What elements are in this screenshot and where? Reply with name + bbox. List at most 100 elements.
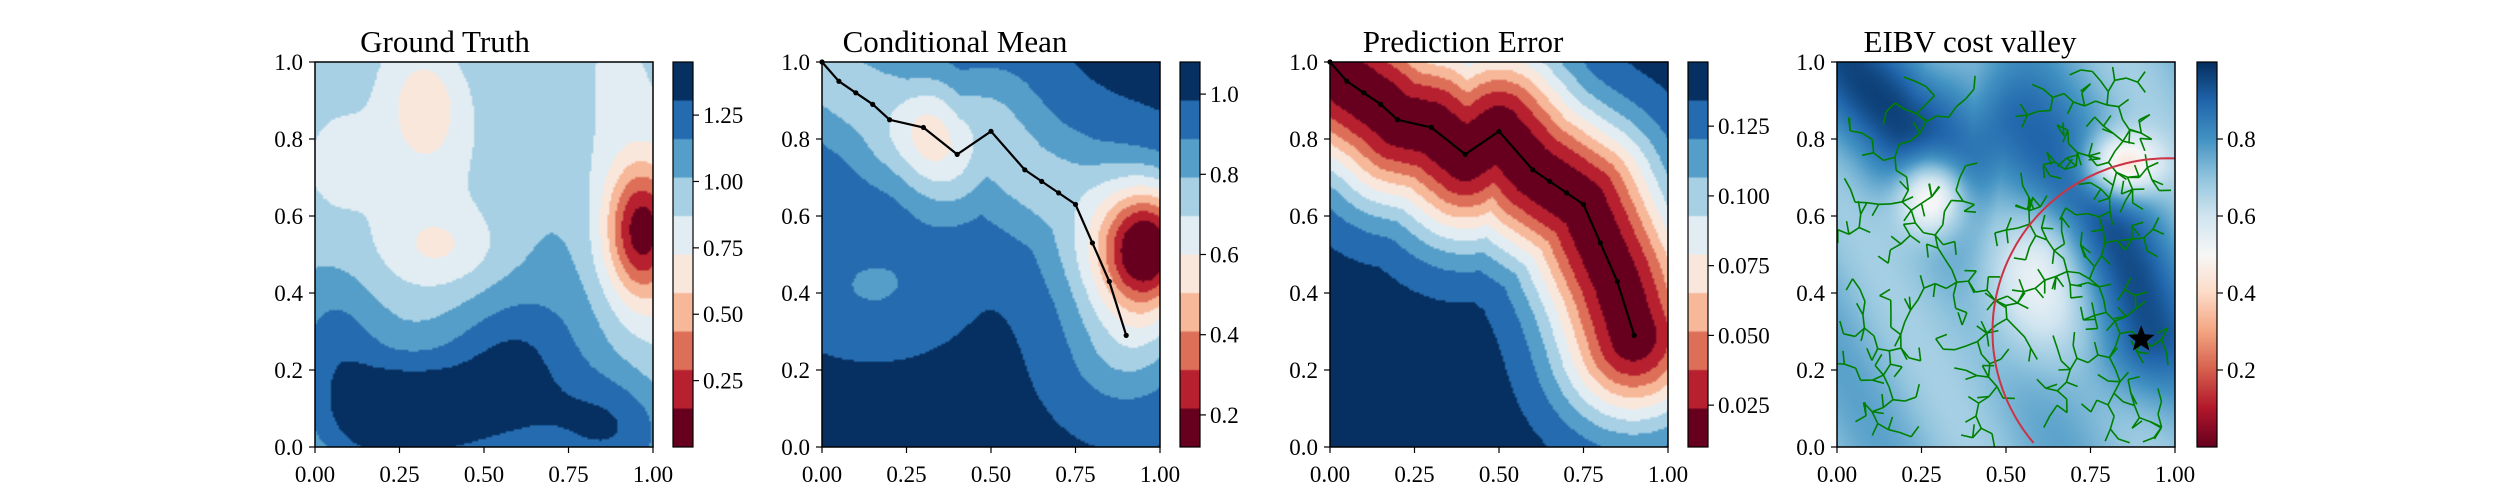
y-tick-label: 0.4	[1796, 281, 1825, 306]
tree-edge	[2061, 216, 2071, 229]
tree-edge	[2062, 258, 2068, 272]
path-point	[1039, 178, 1045, 184]
tree-edge	[2097, 373, 2109, 382]
tree-edge	[2132, 202, 2144, 211]
tree-edge	[1967, 280, 1976, 294]
y-tick-label: 0.0	[274, 435, 303, 460]
tree-edge	[2046, 239, 2055, 252]
tree-edge	[1994, 229, 2007, 234]
tree-edge	[2139, 416, 2151, 423]
tree-edge	[1847, 117, 1852, 131]
tree-edge	[2034, 279, 2046, 289]
tree-edge	[1996, 386, 2004, 399]
panel-title-conditional-mean: Conditional Mean	[843, 24, 1068, 59]
tree-edge	[1925, 244, 1929, 258]
x-tick-label: 0.50	[1479, 462, 1519, 487]
colorbar-tick-label: 0.75	[703, 236, 743, 261]
tree-edge	[2028, 348, 2032, 362]
tree-edge	[2114, 333, 2121, 347]
tree-edge	[2138, 119, 2143, 134]
tree-edge	[2087, 281, 2100, 288]
tree-edge	[2087, 354, 2099, 364]
y-tick-label: 0.8	[274, 127, 303, 152]
x-tick-label: 0.00	[295, 462, 335, 487]
tree-edge	[2083, 318, 2096, 321]
tree-edge	[2119, 330, 2132, 335]
tree-edge	[2053, 249, 2065, 260]
tree-edge	[1871, 348, 1879, 361]
tree-edge	[1837, 229, 1850, 236]
tree-edge	[1900, 347, 1908, 361]
tree-edge	[2064, 165, 2077, 171]
tree-edge	[1854, 367, 1862, 381]
colorbar-gradient	[673, 62, 693, 447]
tree-edge	[1874, 364, 1885, 376]
tree-edge	[2006, 227, 2019, 231]
tree-edge	[1957, 312, 1963, 326]
path-point	[853, 90, 859, 96]
tree-edge	[2120, 180, 2125, 195]
tree-edge	[2034, 287, 2045, 299]
tree-edge	[2130, 225, 2133, 240]
x-tick-labels: 0.00 0.25 0.50 0.75 1.00	[802, 462, 1180, 487]
budget-ellipse	[1991, 157, 2175, 444]
tree-edge	[2005, 305, 2008, 319]
path-point	[1580, 201, 1587, 208]
tree-edge	[2150, 421, 2162, 429]
tree-edge	[1845, 220, 1850, 235]
tree-edge	[1987, 376, 1998, 388]
cost-valley-heatmap	[1837, 62, 2175, 447]
tree-edge	[2133, 164, 2141, 178]
tree-edge	[1843, 333, 1856, 338]
path-point	[1462, 151, 1468, 157]
tree-edge	[2117, 306, 2127, 318]
tree-edge	[1849, 189, 1856, 203]
tree-edge	[1994, 232, 1999, 247]
y-tick-labels: 0.0 0.2 0.4 0.6 0.8 1.0	[274, 50, 303, 460]
tree-edge	[2064, 158, 2074, 170]
tree-edge	[1932, 283, 1936, 298]
tree-edge	[2102, 177, 2114, 186]
tree-edge	[2040, 214, 2046, 229]
tree-edge	[1882, 374, 1890, 388]
tree-edge	[2136, 350, 2149, 355]
tree-edge	[1879, 294, 1892, 301]
colorbar-tick-label: 1.00	[703, 169, 743, 194]
tree-edge	[2016, 292, 2026, 304]
tree-edge	[2125, 308, 2137, 318]
tree-edge	[1955, 98, 1967, 108]
tree-edge	[1901, 196, 1914, 203]
path-point	[988, 128, 994, 134]
y-tick-label: 0.8	[1289, 127, 1318, 152]
tree-edge	[1889, 243, 1902, 251]
tree-edge	[2136, 351, 2144, 364]
tree-edge	[2112, 132, 2124, 142]
tree-edge	[2107, 392, 2115, 406]
tree-edge	[1942, 211, 1946, 225]
tree-edge	[1877, 422, 1889, 431]
x-tick-label: 1.00	[633, 462, 673, 487]
tree-edge	[2098, 210, 2111, 218]
tree-edge	[1975, 415, 1982, 429]
tree-edge	[1952, 294, 1957, 309]
tree-edge	[2140, 132, 2153, 140]
colorbar-ticks: 0.025 0.050 0.075 0.100 0.125	[1708, 114, 1770, 418]
tree-edge	[2111, 66, 2116, 81]
tree-edge	[2123, 277, 2132, 290]
tree-edge	[2045, 387, 2058, 392]
tree-edge	[2020, 172, 2024, 186]
tree-edge	[2059, 207, 2067, 220]
colorbar-conditional-mean: 0.2 0.4 0.6 0.8 1.0	[1179, 61, 1239, 448]
colorbar-tick-label: 0.050	[1718, 323, 1770, 348]
x-tick-label: 1.00	[2155, 462, 2195, 487]
tree-edge	[2067, 143, 2078, 154]
tree-edge	[2122, 129, 2131, 142]
tree-edge	[1976, 341, 1983, 355]
tree-edge	[1919, 275, 1925, 289]
tree-edge	[1971, 424, 1975, 438]
tree-edge	[1915, 384, 1921, 398]
tree-edge	[2055, 270, 2068, 278]
tree-edge	[2119, 200, 2127, 213]
tree-edge	[1887, 249, 1892, 264]
tree-edge	[2114, 368, 2121, 382]
